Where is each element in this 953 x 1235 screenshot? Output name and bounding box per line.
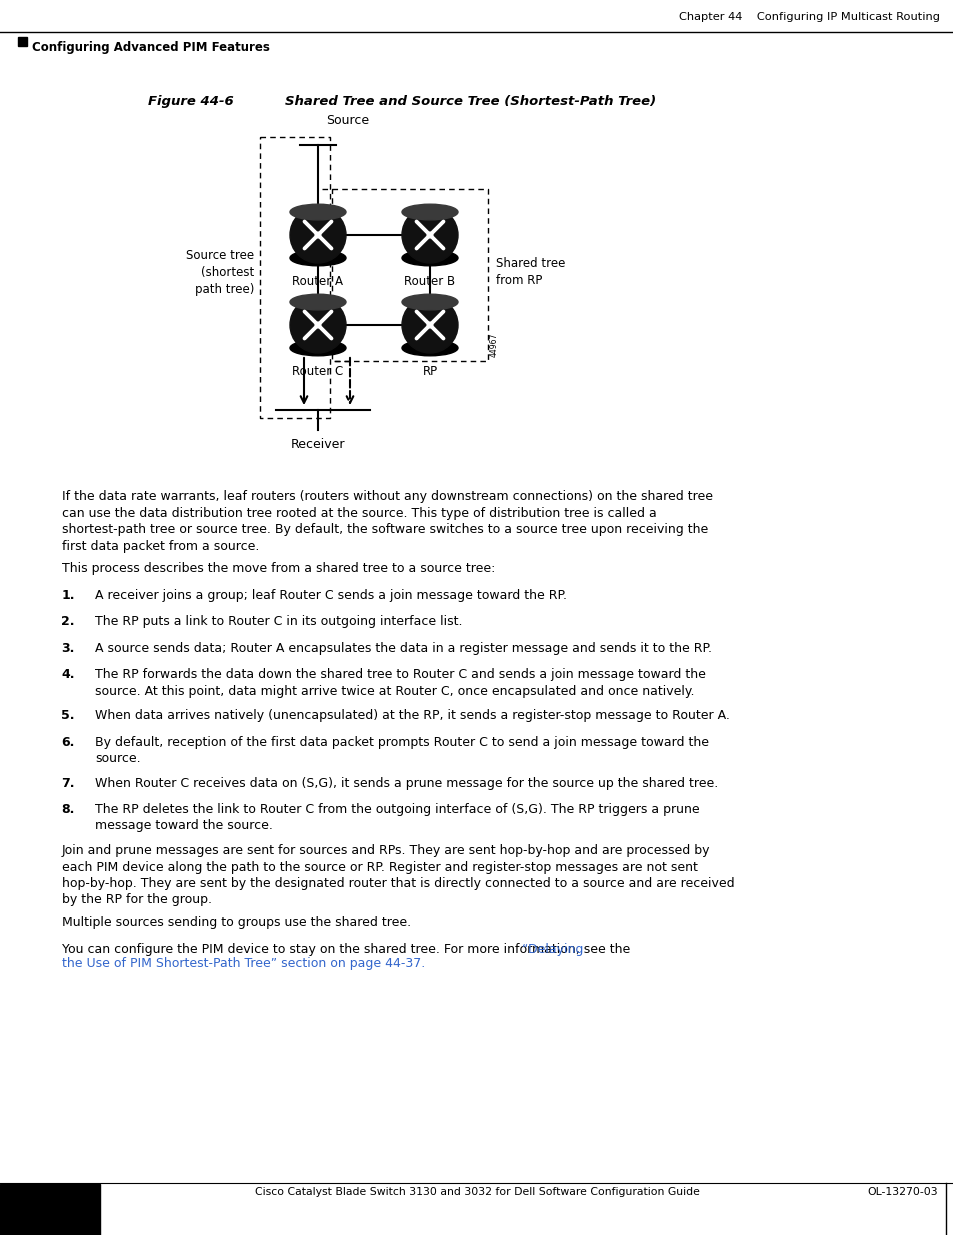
Text: 44967: 44967 <box>490 332 498 357</box>
Text: 6.: 6. <box>62 736 75 748</box>
Text: 8.: 8. <box>62 803 75 816</box>
Text: Router B: Router B <box>404 275 456 288</box>
Text: the Use of PIM Shortest-Path Tree” section on page 44-37.: the Use of PIM Shortest-Path Tree” secti… <box>62 957 425 969</box>
Text: 1.: 1. <box>61 589 75 601</box>
Text: Configuring Advanced PIM Features: Configuring Advanced PIM Features <box>32 41 270 54</box>
Text: 7.: 7. <box>61 777 75 789</box>
Circle shape <box>314 322 320 327</box>
Text: If the data rate warrants, leaf routers (routers without any downstream connecti: If the data rate warrants, leaf routers … <box>62 490 712 552</box>
Circle shape <box>401 296 457 353</box>
Bar <box>18 37 27 46</box>
Text: Figure 44-6: Figure 44-6 <box>148 95 233 107</box>
Text: 4.: 4. <box>61 668 75 680</box>
Ellipse shape <box>401 204 457 220</box>
Text: OL-13270-03: OL-13270-03 <box>866 1187 937 1197</box>
Text: Shared tree
from RP: Shared tree from RP <box>496 257 565 287</box>
Ellipse shape <box>401 340 457 356</box>
Text: RP: RP <box>422 366 437 378</box>
Text: 3.: 3. <box>62 641 75 655</box>
Text: The RP deletes the link to Router C from the outgoing interface of (S,G). The RP: The RP deletes the link to Router C from… <box>95 803 699 832</box>
Text: 2.: 2. <box>61 615 75 629</box>
Circle shape <box>427 322 433 327</box>
Text: The RP forwards the data down the shared tree to Router C and sends a join messa: The RP forwards the data down the shared… <box>95 668 705 698</box>
Text: Cisco Catalyst Blade Switch 3130 and 3032 for Dell Software Configuration Guide: Cisco Catalyst Blade Switch 3130 and 303… <box>254 1187 699 1197</box>
Circle shape <box>290 207 346 263</box>
Text: This process describes the move from a shared tree to a source tree:: This process describes the move from a s… <box>62 562 495 576</box>
Text: Chapter 44    Configuring IP Multicast Routing: Chapter 44 Configuring IP Multicast Rout… <box>679 12 939 22</box>
Ellipse shape <box>401 251 457 266</box>
Circle shape <box>290 296 346 353</box>
Text: By default, reception of the first data packet prompts Router C to send a join m: By default, reception of the first data … <box>95 736 708 764</box>
Text: Router A: Router A <box>293 275 343 288</box>
Text: Multiple sources sending to groups use the shared tree.: Multiple sources sending to groups use t… <box>62 916 411 929</box>
Ellipse shape <box>290 251 346 266</box>
Ellipse shape <box>290 340 346 356</box>
Text: Join and prune messages are sent for sources and RPs. They are sent hop-by-hop a: Join and prune messages are sent for sou… <box>62 844 734 906</box>
Ellipse shape <box>401 294 457 310</box>
Text: Receiver: Receiver <box>291 438 345 451</box>
Text: When Router C receives data on (S,G), it sends a prune message for the source up: When Router C receives data on (S,G), it… <box>95 777 718 789</box>
Ellipse shape <box>290 294 346 310</box>
Text: A receiver joins a group; leaf Router C sends a join message toward the RP.: A receiver joins a group; leaf Router C … <box>95 589 566 601</box>
Text: 5.: 5. <box>61 709 75 722</box>
Text: When data arrives natively (unencapsulated) at the RP, it sends a register-stop : When data arrives natively (unencapsulat… <box>95 709 729 722</box>
Circle shape <box>427 232 433 238</box>
Text: Shared Tree and Source Tree (Shortest-Path Tree): Shared Tree and Source Tree (Shortest-Pa… <box>285 95 656 107</box>
Text: Router C: Router C <box>292 366 343 378</box>
Text: You can configure the PIM device to stay on the shared tree. For more informatio: You can configure the PIM device to stay… <box>62 942 634 956</box>
Text: 44-36: 44-36 <box>28 1202 72 1216</box>
Text: “Delaying: “Delaying <box>521 942 582 956</box>
Circle shape <box>314 232 320 238</box>
Text: The RP puts a link to Router C in its outgoing interface list.: The RP puts a link to Router C in its ou… <box>95 615 462 629</box>
Text: Source: Source <box>326 114 369 127</box>
Bar <box>0 1184 100 1235</box>
Ellipse shape <box>290 204 346 220</box>
Text: Source tree
(shortest
path tree): Source tree (shortest path tree) <box>186 248 253 295</box>
Circle shape <box>401 207 457 263</box>
Text: A source sends data; Router A encapsulates the data in a register message and se: A source sends data; Router A encapsulat… <box>95 641 711 655</box>
